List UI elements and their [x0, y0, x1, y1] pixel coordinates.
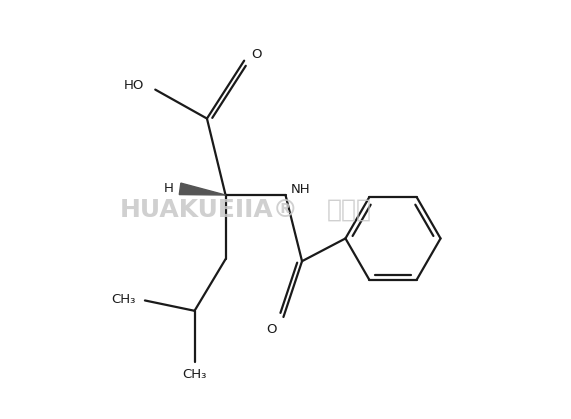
Text: CH₃: CH₃	[111, 293, 136, 306]
Text: HUAKUEIIA®: HUAKUEIIA®	[120, 197, 299, 222]
Text: NH: NH	[291, 183, 311, 196]
Text: HO: HO	[124, 79, 144, 92]
Text: O: O	[266, 323, 276, 336]
Text: CH₃: CH₃	[182, 368, 207, 381]
Text: O: O	[252, 48, 262, 61]
Text: H: H	[164, 181, 174, 194]
Text: 化学加: 化学加	[327, 197, 372, 222]
Polygon shape	[179, 183, 226, 195]
